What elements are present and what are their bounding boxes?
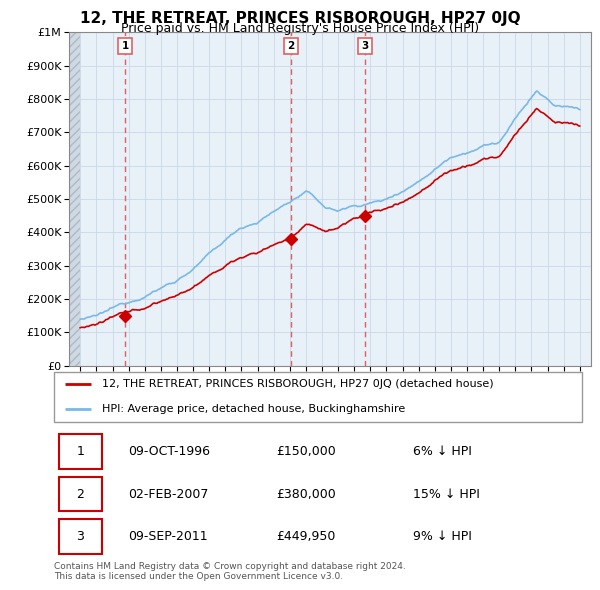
Text: 1: 1 — [121, 41, 128, 51]
FancyBboxPatch shape — [59, 519, 101, 554]
Text: 12, THE RETREAT, PRINCES RISBOROUGH, HP27 0JQ (detached house): 12, THE RETREAT, PRINCES RISBOROUGH, HP2… — [101, 379, 493, 389]
Text: £380,000: £380,000 — [276, 487, 335, 501]
Text: 3: 3 — [361, 41, 369, 51]
Text: 2: 2 — [76, 487, 85, 501]
Text: 09-SEP-2011: 09-SEP-2011 — [128, 530, 208, 543]
Text: HPI: Average price, detached house, Buckinghamshire: HPI: Average price, detached house, Buck… — [101, 404, 405, 414]
Bar — [69, 32, 80, 366]
Text: Contains HM Land Registry data © Crown copyright and database right 2024.
This d: Contains HM Land Registry data © Crown c… — [54, 562, 406, 581]
FancyBboxPatch shape — [59, 477, 101, 512]
Text: 12, THE RETREAT, PRINCES RISBOROUGH, HP27 0JQ: 12, THE RETREAT, PRINCES RISBOROUGH, HP2… — [80, 11, 520, 25]
FancyBboxPatch shape — [54, 372, 582, 422]
Text: 9% ↓ HPI: 9% ↓ HPI — [413, 530, 472, 543]
Text: 1: 1 — [76, 445, 85, 458]
Text: 6% ↓ HPI: 6% ↓ HPI — [413, 445, 472, 458]
Text: £449,950: £449,950 — [276, 530, 335, 543]
Text: Price paid vs. HM Land Registry's House Price Index (HPI): Price paid vs. HM Land Registry's House … — [121, 22, 479, 35]
Text: £150,000: £150,000 — [276, 445, 335, 458]
Text: 15% ↓ HPI: 15% ↓ HPI — [413, 487, 480, 501]
Text: 3: 3 — [76, 530, 85, 543]
Text: 09-OCT-1996: 09-OCT-1996 — [128, 445, 210, 458]
Text: 02-FEB-2007: 02-FEB-2007 — [128, 487, 208, 501]
FancyBboxPatch shape — [59, 434, 101, 469]
Text: 2: 2 — [287, 41, 295, 51]
